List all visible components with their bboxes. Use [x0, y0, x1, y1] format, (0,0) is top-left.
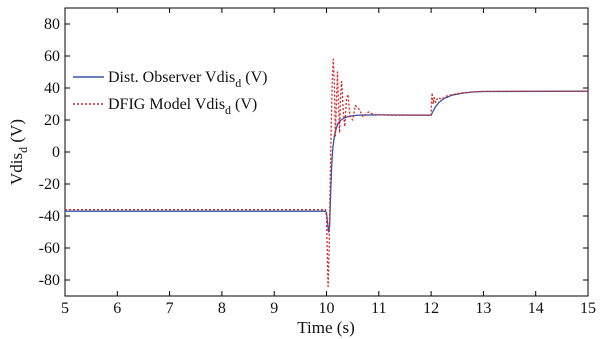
y-tick-label: 40 [44, 80, 60, 97]
y-axis-label-subscript: d [16, 147, 30, 153]
x-tick-label: 12 [423, 300, 439, 317]
x-tick-label: 5 [61, 300, 69, 317]
legend-label-dist-observer: Dist. Observer Vdisd (V) [108, 69, 267, 90]
y-axis-label-unit: (V) [7, 119, 26, 147]
x-axis-label: Time (s) [297, 318, 354, 337]
y-tick-label: 20 [44, 112, 60, 129]
legend: Dist. Observer Vdisd (V) DFIG Model Vdis… [73, 69, 267, 117]
plot-frame [64, 7, 589, 297]
series-group [65, 58, 589, 288]
x-tick-label: 6 [113, 300, 121, 317]
y-tick-label: -20 [39, 176, 60, 193]
legend-label-dfig-model: DFIG Model Vdisd (V) [108, 96, 257, 117]
y-tick-label: 80 [44, 16, 60, 33]
y-tick-label: -60 [39, 240, 60, 257]
y-tick-label: -40 [39, 208, 60, 225]
x-tick-label: 8 [218, 300, 226, 317]
y-axis-label: Vdisd (V) [7, 119, 30, 185]
x-tick-label: 14 [528, 300, 544, 317]
x-tick-label: 7 [166, 300, 174, 317]
x-tick-label: 9 [270, 300, 278, 317]
y-axis-label-base: Vdis [7, 153, 26, 185]
x-tick-label: 13 [475, 300, 491, 317]
y-tick-label: 0 [52, 144, 60, 161]
tick-group: 5 6 7 8 9 10 11 12 13 14 15 -80 -60 -40 -20 0 20 40 60 80 [39, 8, 596, 317]
x-tick-label: 15 [580, 300, 596, 317]
x-tick-label: 11 [371, 300, 386, 317]
y-tick-label: -80 [39, 272, 60, 289]
series-line-dfig-model [65, 58, 589, 288]
x-tick-label: 10 [319, 300, 335, 317]
y-tick-label: 60 [44, 48, 60, 65]
